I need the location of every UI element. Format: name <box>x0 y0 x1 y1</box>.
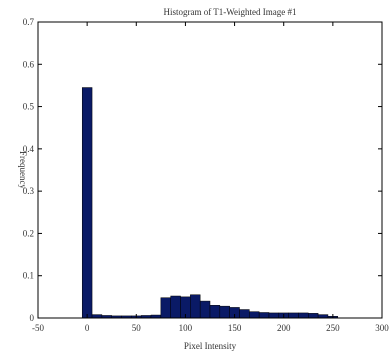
y-tick-label-0: 0 <box>30 313 35 323</box>
histogram-bar-0 <box>81 87 93 319</box>
histogram-bar-13 <box>209 305 221 319</box>
tick-labels-group: -50 0 50 100 150 200 250 30000.10.20.30.40.50.6… <box>23 17 390 333</box>
x-tick-label-200: 200 <box>277 323 291 333</box>
histogram-bar-12 <box>199 300 211 319</box>
histogram-bar-19 <box>268 312 280 319</box>
y-axis-title: Frequency <box>18 151 28 189</box>
histogram-bar-1 <box>91 314 103 319</box>
plot-frame <box>37 21 383 319</box>
x-tick-label-100: 100 <box>179 323 193 333</box>
histogram-bar-16 <box>239 309 250 319</box>
x-tick-label-50: 50 <box>132 323 142 333</box>
histogram-bar-11 <box>190 294 201 319</box>
y-tick-label-0.3: 0.3 <box>23 186 35 196</box>
y-tick-label-0.2: 0.2 <box>23 228 34 238</box>
bars-group <box>81 87 339 319</box>
histogram-bar-24 <box>317 314 329 319</box>
x-tick-label--50: -50 <box>32 323 44 333</box>
histogram-bar-18 <box>258 312 270 319</box>
y-tick-label-0.4: 0.4 <box>23 144 35 154</box>
y-tick-label-0.6: 0.6 <box>23 59 35 69</box>
x-tick-label-300: 300 <box>375 323 389 333</box>
histogram-bar-21 <box>288 312 299 319</box>
histogram-bar-14 <box>219 305 230 319</box>
x-tick-label-250: 250 <box>326 323 340 333</box>
x-tick-label-150: 150 <box>228 323 242 333</box>
y-tick-label-0.7: 0.7 <box>23 17 35 27</box>
histogram-bar-17 <box>249 311 260 319</box>
histogram-bar-8 <box>160 297 171 319</box>
x-tick-label-0: 0 <box>85 323 90 333</box>
x-axis-title: Pixel Intensity <box>184 341 237 351</box>
histogram-bar-22 <box>298 312 309 319</box>
ticks-group <box>37 21 383 319</box>
y-tick-label-0.5: 0.5 <box>23 102 35 112</box>
y-tick-label-0.1: 0.1 <box>23 271 34 281</box>
histogram-bar-9 <box>170 295 181 319</box>
histogram-bar-23 <box>308 313 319 319</box>
chart-title: Histogram of T1-Weighted Image #1 <box>163 7 296 17</box>
